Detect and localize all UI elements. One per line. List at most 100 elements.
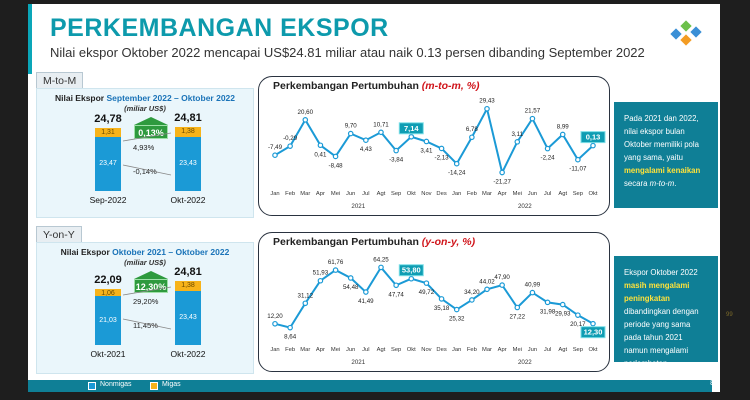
mtm-badge-arrow xyxy=(134,117,168,125)
yoy-chart-point-5 xyxy=(347,275,354,281)
mtm-growth-badge: 0,13% xyxy=(134,125,168,139)
yoy-chart-value-label-0: 12,20 xyxy=(267,313,283,320)
yoy-bar-nonmigas-1 xyxy=(175,290,201,345)
yoy-chart-point-6 xyxy=(363,289,369,295)
yoy-card-title: Nilai Ekspor Oktober 2021 – Oktober 2022 xyxy=(60,247,230,257)
mtm-chart-value-label-17: 21,57 xyxy=(525,108,541,115)
page-subtitle: Nilai ekspor Oktober 2022 mencapai US$24… xyxy=(50,45,645,60)
yoy-chart-value-label-5: 54,48 xyxy=(343,284,359,291)
yoy-migas-label-1: 1,38 xyxy=(181,282,195,290)
yoy-chart-value-label-11: 35,18 xyxy=(434,305,450,312)
mtm-nonmigas-label-1: 23,43 xyxy=(179,159,197,167)
yoy-chart-x-tick-18: Jul xyxy=(544,347,551,353)
mtm-chart-x-tick-9: Okt xyxy=(407,191,416,197)
mtm-chart-point-1 xyxy=(287,143,293,149)
mtm-bar-0 xyxy=(95,127,121,191)
page-number: 8 xyxy=(710,380,714,387)
legend-migas-label: Migas xyxy=(162,381,181,388)
mtm-chart-value-label-20: -11,07 xyxy=(569,166,587,173)
mtm-chart-value-label-16: 3,11 xyxy=(511,131,523,138)
yoy-chart-value-label-3: 51,93 xyxy=(313,270,329,277)
yoy-change-arrows xyxy=(122,286,172,330)
mtm-bar-migas-1 xyxy=(175,127,201,137)
mtm-chart-point-20 xyxy=(575,156,581,163)
yoy-chart-point-21 xyxy=(590,320,596,327)
accent-bar xyxy=(28,4,32,74)
mtm-chart-point-11 xyxy=(438,145,445,152)
yoy-arrow-0 xyxy=(122,286,172,296)
yoy-bar-0 xyxy=(95,289,121,345)
yoy-chart-value-label-15: 47,90 xyxy=(494,274,510,281)
mtm-change-arrows xyxy=(122,132,172,176)
mtm-chart-point-3 xyxy=(317,142,324,149)
yoy-chart-x-tick-16: Mei xyxy=(513,347,522,353)
mtm-card: Nilai Ekspor September 2022 – Oktober 20… xyxy=(36,88,254,218)
mtm-chart-value-label-6: 4,43 xyxy=(360,146,373,153)
yoy-chart-point-18 xyxy=(544,299,551,306)
yoy-total-1: 24,81 xyxy=(174,266,202,279)
yoy-chart-point-7 xyxy=(378,264,384,271)
mtm-card-title: Nilai Ekspor September 2022 – Oktober 20… xyxy=(54,93,235,103)
mtm-chart-value-label-2: 20,60 xyxy=(298,109,314,116)
yoy-chart-value-label-9: 53,80 xyxy=(402,266,421,275)
yoy-note: Ekspor Oktober 2022 masih mengalami peni… xyxy=(614,256,718,368)
mtm-change-migas: 4,93% xyxy=(133,143,155,152)
mtm-chart-point-5 xyxy=(347,130,354,137)
mtm-arrow-1 xyxy=(122,164,172,176)
yoy-chart-x-tick-20: Sep xyxy=(573,347,583,353)
mtm-migas-label-1: 1,38 xyxy=(181,128,195,136)
mtm-bar-nonmigas-1 xyxy=(175,136,201,191)
legend-nonmigas-swatch xyxy=(88,382,96,390)
side-mark-right: 99 xyxy=(726,312,733,318)
yoy-chart-x-tick-8: Sep xyxy=(391,347,401,353)
yoy-chart-value-label-20: 20,17 xyxy=(570,321,586,328)
mtm-chart: -7,49 Jan -0,29 Feb 20,60 Mar 0,41 Apr -8,48 Mei 9… xyxy=(268,98,606,210)
mtm-bar-1 xyxy=(175,127,201,191)
yoy-xcat-0: Okt-2021 xyxy=(90,349,126,359)
mtm-chart-point-21 xyxy=(590,142,596,149)
yoy-chart-point-3 xyxy=(317,277,324,284)
mtm-chart-x-tick-5: Jun xyxy=(346,191,355,197)
yoy-chart-x-tick-6: Jul xyxy=(362,347,369,353)
mtm-total-1: 24,81 xyxy=(174,112,202,125)
yoy-nonmigas-label-0: 21,03 xyxy=(99,316,117,324)
yoy-arrow-1 xyxy=(122,318,172,330)
mtm-chart-point-6 xyxy=(363,137,369,144)
mtm-chart-x-tick-15: Apr xyxy=(498,191,507,197)
mtm-chart-value-label-9: 7,14 xyxy=(404,124,419,133)
yoy-card-unit: (miliar US$) xyxy=(124,258,166,267)
yoy-card: Nilai Ekspor Oktober 2021 – Oktober 2022… xyxy=(36,242,254,374)
yoy-nonmigas-label-1: 23,43 xyxy=(179,313,197,321)
yoy-chart: 12,20 Jan 8,64 Feb 31,12 Mar 51,93 Apr 61,76 Mei 5… xyxy=(267,256,606,366)
mtm-chart-value-label-15: -21,27 xyxy=(493,179,511,186)
yoy-chart-value-label-13: 34,20 xyxy=(464,289,480,296)
yoy-bar-migas-0 xyxy=(95,289,121,297)
mtm-chart-value-label-4: -8,48 xyxy=(329,162,344,169)
mtm-chart-point-19 xyxy=(559,131,566,138)
mtm-chart-point-17 xyxy=(529,115,536,122)
bps-logo-icon xyxy=(670,20,702,46)
yoy-chart-value-label-6: 41,49 xyxy=(358,298,374,305)
mtm-chart-point-10 xyxy=(423,138,430,145)
mtm-chart-x-tick-3: Apr xyxy=(316,191,325,197)
mtm-chart-x-tick-0: Jan xyxy=(270,191,279,197)
yoy-chart-x-tick-13: Feb xyxy=(467,347,477,353)
yoy-chart-x-tick-10: Nov xyxy=(421,347,431,353)
mtm-chart-point-8 xyxy=(393,147,399,154)
yoy-chart-x-tick-15: Apr xyxy=(498,347,507,353)
mtm-chart-highlight-box-9 xyxy=(398,122,424,135)
mtm-chart-point-4 xyxy=(332,153,339,160)
mtm-chart-point-13 xyxy=(469,134,475,141)
mtm-chart-value-label-8: -3,84 xyxy=(389,157,404,164)
mtm-chart-x-tick-13: Feb xyxy=(467,191,477,197)
yoy-chart-year-label-1: 2022 xyxy=(518,359,532,366)
yoy-chart-point-9 xyxy=(408,275,415,282)
yoy-chart-value-label-4: 61,76 xyxy=(328,259,344,266)
mtm-chart-point-18 xyxy=(544,145,551,152)
mtm-chart-x-tick-10: Nov xyxy=(421,191,431,197)
yoy-growth-badge: 12,30% xyxy=(134,279,168,293)
yoy-chart-year-label-0: 2021 xyxy=(351,359,365,366)
yoy-chart-point-16 xyxy=(514,304,521,311)
yoy-chart-x-tick-9: Okt xyxy=(407,347,416,353)
mtm-chart-x-tick-4: Mei xyxy=(331,191,340,197)
